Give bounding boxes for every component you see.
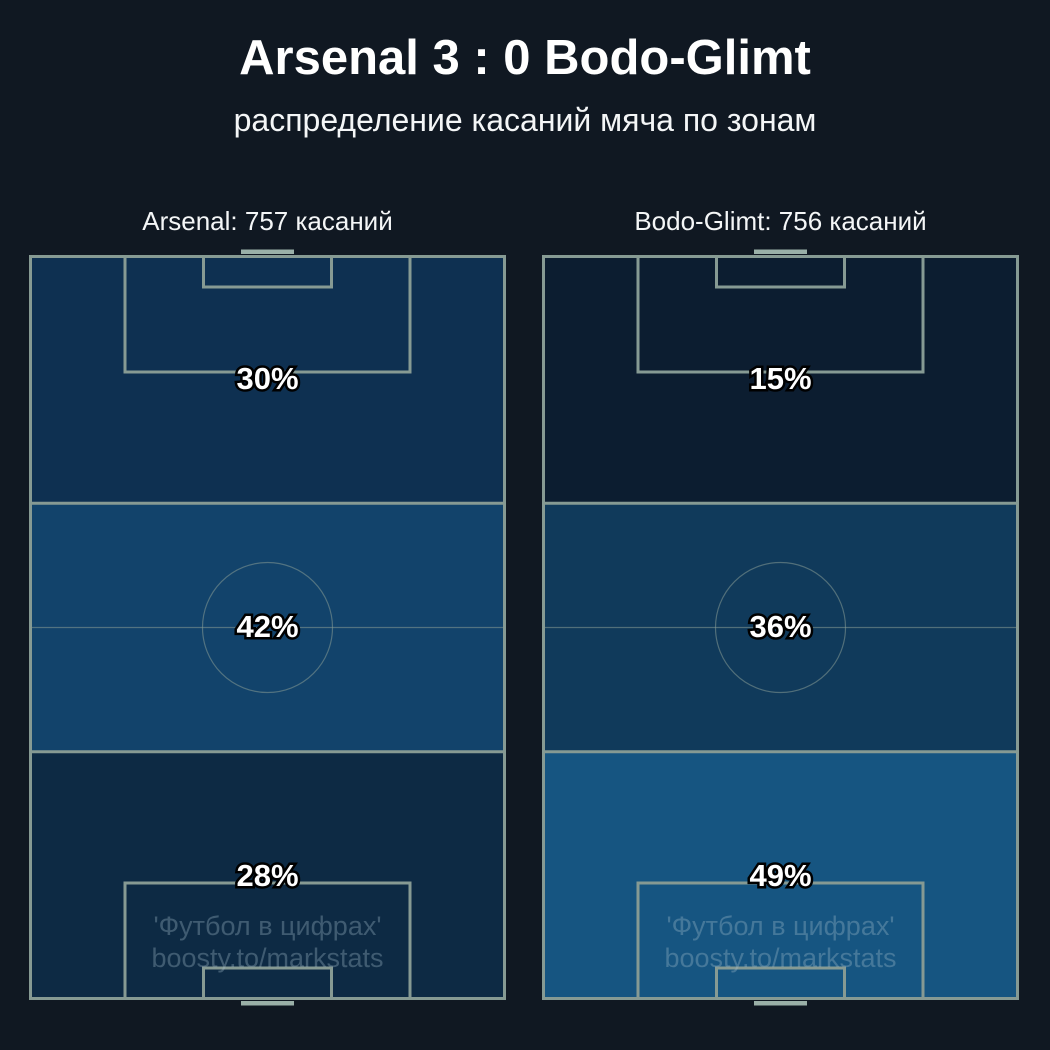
watermark: 'Футбол в цифрах' boosty.to/markstats (542, 910, 1019, 974)
six-yard-box-top (715, 256, 846, 289)
watermark-line1: 'Футбол в цифрах' (666, 911, 895, 941)
zone-attacking-third (29, 255, 506, 503)
watermark: 'Футбол в цифрах' boosty.to/markstats (29, 910, 506, 974)
match-title: Arsenal 3 : 0 Bodo-Glimt (239, 31, 811, 85)
pitch-arsenal: 30% 42% 28% 'Футбол в цифрах' boosty.to/… (29, 249, 506, 1006)
goal-bottom (241, 1001, 294, 1006)
penalty-box-top (636, 256, 925, 374)
penalty-box-bottom (123, 881, 412, 999)
zone-percent-label: 30% (234, 359, 301, 399)
six-yard-box-bottom (715, 966, 846, 999)
center-circle (714, 561, 847, 694)
pitch-header-arsenal: Arsenal: 757 касаний (142, 206, 393, 236)
penalty-box-bottom (636, 881, 925, 999)
pitch-markings (29, 249, 506, 1006)
zone-percent-label: 42% (234, 607, 301, 647)
zone-defensive-third (29, 752, 506, 1000)
six-yard-box-top (202, 256, 333, 289)
zone-percent-label: 36% (747, 607, 814, 647)
center-circle (201, 561, 334, 694)
goal-top (241, 249, 294, 254)
penalty-box-top (123, 256, 412, 374)
goal-bottom (754, 1001, 807, 1006)
zone-defensive-third (542, 752, 1019, 1000)
pitch-bodo-glimt: 15% 36% 49% 'Футбол в цифрах' boosty.to/… (542, 249, 1019, 1006)
pitch-header-bodo-glimt: Bodo-Glimt: 756 касаний (634, 206, 927, 236)
chart-subtitle: распределение касаний мяча по зонам (233, 102, 817, 138)
goal-top (754, 249, 807, 254)
zone-percent-label: 15% (747, 359, 814, 399)
zone-attacking-third (542, 255, 1019, 503)
zone-percent-label: 49% (747, 856, 814, 896)
zone-percent-label: 28% (234, 856, 301, 896)
pitch-markings (542, 249, 1019, 1006)
watermark-line1: 'Футбол в цифрах' (153, 911, 382, 941)
watermark-line2: boosty.to/markstats (664, 943, 897, 973)
six-yard-box-bottom (202, 966, 333, 999)
watermark-line2: boosty.to/markstats (151, 943, 384, 973)
